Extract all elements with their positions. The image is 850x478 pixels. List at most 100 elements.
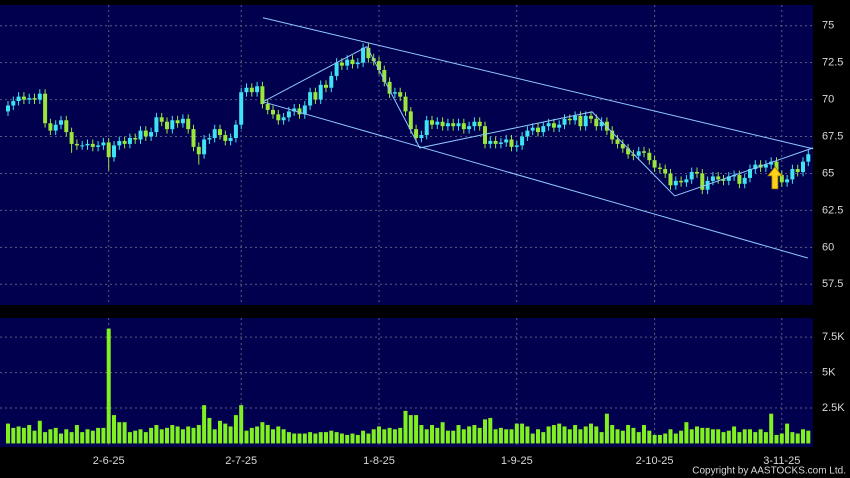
candle-body bbox=[271, 109, 275, 115]
volume-bar bbox=[403, 410, 408, 444]
volume-bar bbox=[551, 425, 556, 444]
volume-bar bbox=[541, 432, 546, 444]
candle-body bbox=[53, 124, 58, 131]
volume-bar bbox=[196, 425, 201, 444]
candle-body bbox=[90, 143, 95, 147]
volume-bar bbox=[233, 415, 238, 444]
volume-bar bbox=[785, 423, 790, 444]
candle-body bbox=[589, 115, 593, 119]
candle-body bbox=[801, 161, 805, 172]
candle-body bbox=[483, 126, 487, 144]
volume-bar bbox=[175, 426, 180, 444]
volume-bar bbox=[536, 429, 540, 444]
candle-body bbox=[742, 177, 747, 184]
volume-bar bbox=[207, 417, 212, 444]
candle-body bbox=[445, 123, 450, 127]
candle-body bbox=[165, 121, 169, 130]
x-tick-label: 2-6-25 bbox=[93, 455, 125, 467]
candle-body bbox=[504, 139, 509, 143]
candle-body bbox=[48, 123, 53, 131]
candle-body bbox=[536, 127, 540, 133]
candle-body bbox=[355, 62, 360, 65]
candle-body bbox=[578, 115, 583, 127]
candle-body bbox=[196, 146, 201, 155]
volume-bar bbox=[69, 432, 74, 444]
candle-body bbox=[679, 180, 684, 183]
volume-bar bbox=[85, 429, 90, 444]
volume-bar bbox=[180, 429, 185, 444]
volume-bar bbox=[90, 430, 95, 444]
volume-bar bbox=[302, 433, 307, 444]
x-tick-label: 1-9-25 bbox=[501, 455, 533, 467]
candle-body bbox=[551, 123, 556, 128]
volume-bar bbox=[191, 427, 196, 444]
candle-body bbox=[260, 86, 265, 105]
volume-bar bbox=[472, 425, 477, 444]
volume-bar bbox=[387, 427, 392, 444]
volume-bar bbox=[329, 430, 334, 444]
volume-bar bbox=[32, 430, 37, 444]
volume-bar bbox=[218, 420, 222, 444]
volume-bar bbox=[27, 425, 32, 444]
volume-bar bbox=[101, 427, 106, 444]
volume-bar bbox=[530, 433, 535, 444]
trend-line bbox=[262, 45, 814, 197]
volume-bar bbox=[16, 426, 21, 444]
volume-bar bbox=[806, 430, 811, 444]
candle-body bbox=[610, 130, 615, 140]
volume-bar bbox=[64, 429, 69, 444]
candle-body bbox=[599, 121, 604, 127]
volume-bar bbox=[795, 433, 800, 444]
candle-body bbox=[329, 75, 334, 88]
volume-bar bbox=[244, 430, 249, 444]
volume-bar bbox=[286, 432, 291, 444]
volume-bar bbox=[461, 429, 466, 444]
candle-body bbox=[308, 92, 313, 106]
volume-bar bbox=[414, 415, 419, 444]
candle-body bbox=[377, 61, 381, 71]
volume-bar bbox=[769, 413, 774, 444]
volume-bar bbox=[663, 433, 668, 444]
volume-bar bbox=[509, 429, 514, 444]
volume-bar bbox=[483, 419, 487, 444]
candle-body bbox=[223, 135, 228, 141]
candle-body bbox=[695, 171, 699, 174]
volume-bar bbox=[763, 432, 768, 444]
volume-bar bbox=[96, 427, 101, 444]
volume-bar bbox=[435, 427, 440, 444]
volume-bar bbox=[11, 427, 16, 444]
candle-body bbox=[657, 167, 662, 170]
candle-body bbox=[477, 121, 482, 127]
candle-body bbox=[281, 117, 286, 121]
volume-bar bbox=[127, 432, 132, 444]
candle-body bbox=[541, 126, 546, 133]
volume-bar bbox=[186, 426, 191, 444]
volume-bar bbox=[610, 425, 615, 444]
volume-bar bbox=[361, 430, 366, 444]
candle-body bbox=[705, 180, 710, 190]
candle-body bbox=[366, 47, 371, 59]
y-tick-label: 65 bbox=[822, 167, 834, 179]
volume-bar bbox=[599, 432, 604, 444]
candle-body bbox=[255, 86, 260, 93]
volume-bar bbox=[721, 432, 726, 444]
candle-body bbox=[249, 87, 254, 93]
volume-bar bbox=[371, 429, 376, 444]
volume-bar bbox=[451, 430, 456, 444]
volume-bar bbox=[377, 426, 381, 444]
volume-bar bbox=[223, 423, 228, 444]
volume-bar bbox=[138, 429, 143, 444]
candle-body bbox=[32, 98, 37, 100]
candle-body bbox=[64, 120, 69, 133]
candle-body bbox=[567, 118, 572, 121]
volume-bar bbox=[313, 433, 318, 444]
y-tick-label: 72.5 bbox=[822, 57, 843, 69]
y-tick-label: 60 bbox=[822, 241, 834, 253]
volume-bar bbox=[239, 405, 244, 444]
candle-body bbox=[790, 169, 795, 180]
candle-body bbox=[700, 173, 705, 190]
volume-bar bbox=[249, 427, 254, 444]
candle-body bbox=[472, 121, 477, 127]
volume-bar bbox=[228, 426, 233, 444]
candle-body bbox=[138, 130, 143, 140]
